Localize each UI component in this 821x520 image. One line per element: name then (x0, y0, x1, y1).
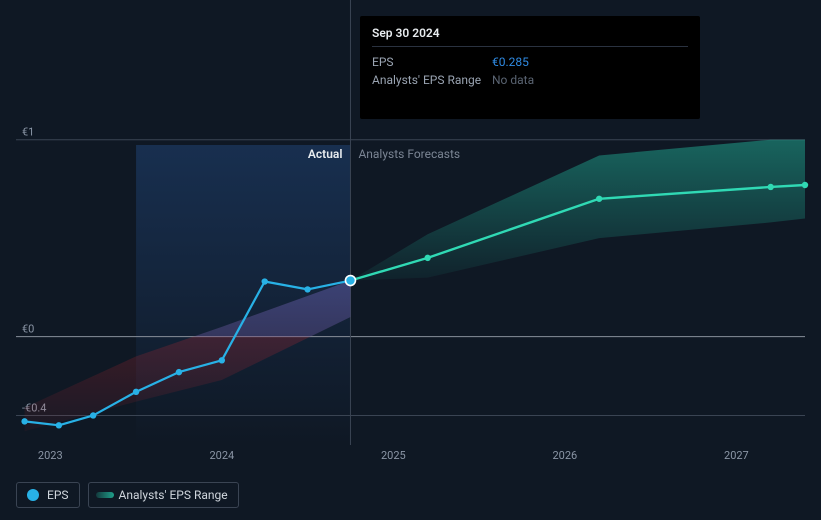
svg-text:€0: €0 (22, 323, 34, 336)
svg-text:€1: €1 (22, 126, 34, 139)
chart-tooltip: Sep 30 2024 EPS €0.285 Analysts' EPS Ran… (360, 16, 700, 119)
legend-swatch-dot (27, 489, 39, 501)
eps-chart: €1€0-€0.4ActualAnalysts Forecasts2023202… (0, 0, 821, 520)
legend-item-range[interactable]: Analysts' EPS Range (88, 482, 239, 508)
svg-text:2024: 2024 (209, 449, 234, 462)
legend-label: EPS (47, 488, 69, 502)
svg-text:2023: 2023 (38, 449, 63, 462)
tooltip-val: €0.285 (492, 53, 529, 71)
svg-text:2025: 2025 (381, 449, 406, 462)
svg-text:Analysts Forecasts: Analysts Forecasts (358, 147, 460, 161)
tooltip-date: Sep 30 2024 (372, 26, 688, 47)
legend-label: Analysts' EPS Range (119, 488, 228, 502)
chart-legend: EPS Analysts' EPS Range (16, 482, 239, 508)
tooltip-key: EPS (372, 53, 492, 71)
svg-text:2027: 2027 (724, 449, 749, 462)
tooltip-key: Analysts' EPS Range (372, 71, 492, 89)
svg-text:Actual: Actual (308, 147, 343, 161)
legend-swatch-range (99, 489, 111, 501)
tooltip-row-eps: EPS €0.285 (372, 53, 688, 71)
legend-item-eps[interactable]: EPS (16, 482, 80, 508)
tooltip-val: No data (492, 71, 534, 89)
tooltip-row-range: Analysts' EPS Range No data (372, 71, 688, 89)
svg-text:2026: 2026 (553, 449, 578, 462)
